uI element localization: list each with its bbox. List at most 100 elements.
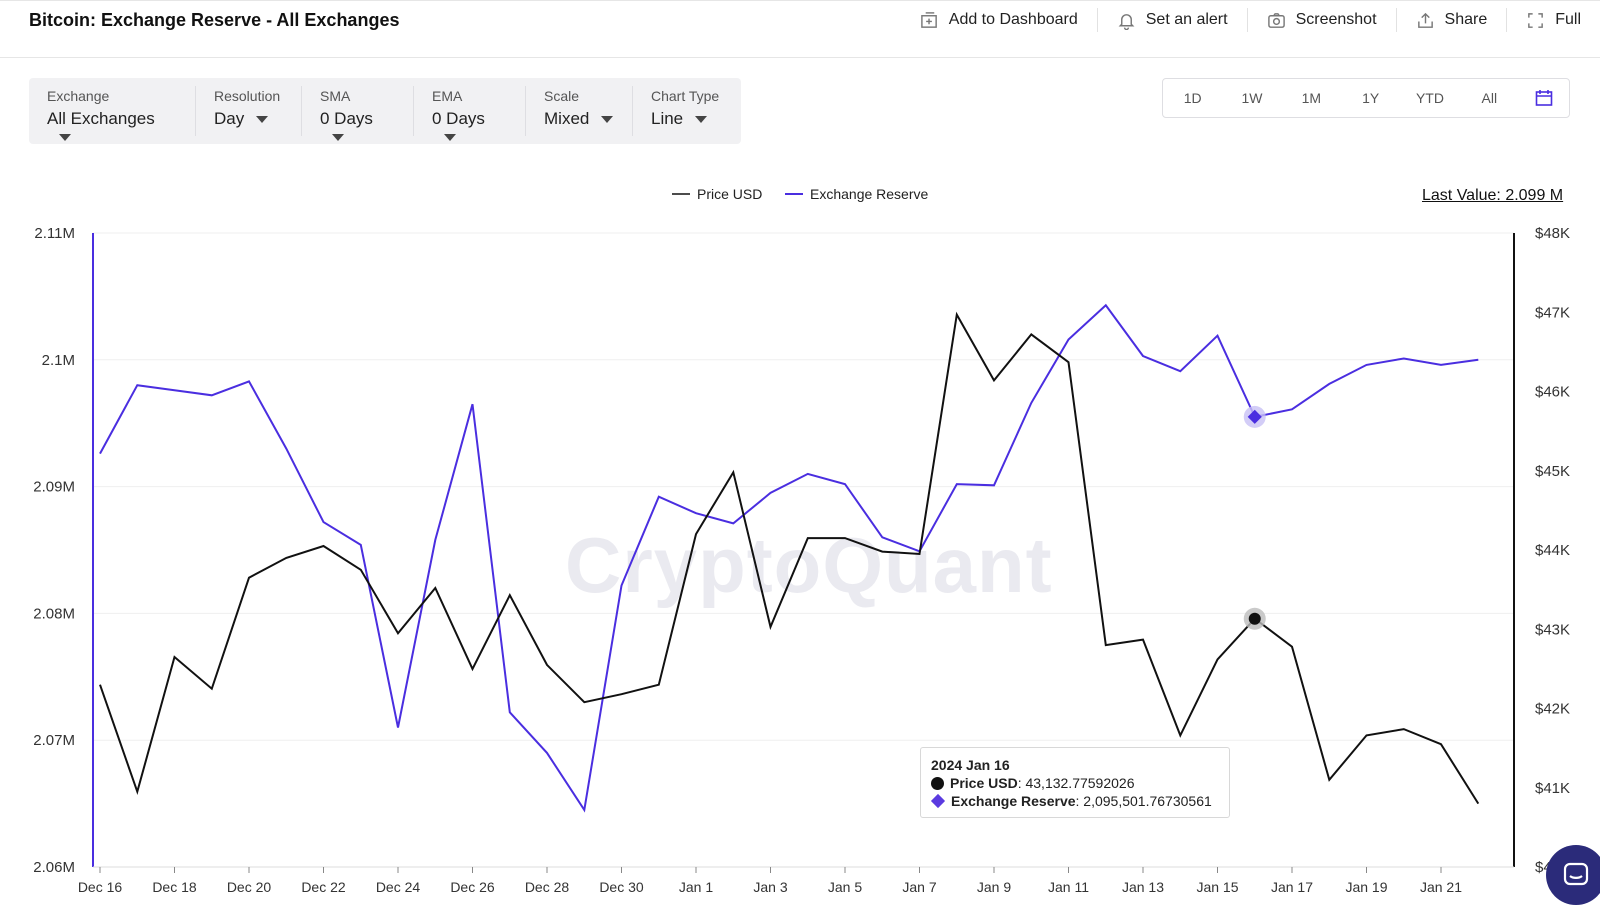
header-actions: Add to Dashboard Set an alert Screenshot… bbox=[901, 1, 1600, 39]
x-tick-label: Dec 26 bbox=[450, 879, 495, 895]
exchange-label: Exchange bbox=[47, 88, 110, 104]
tooltip-price-key: Price USD bbox=[950, 775, 1018, 791]
chevron-down-icon bbox=[332, 134, 344, 142]
watermark-logo: CryptoQuant bbox=[565, 521, 1053, 609]
resolution-select[interactable]: Resolution Day bbox=[196, 86, 302, 136]
x-tick-label: Jan 15 bbox=[1196, 879, 1238, 895]
resolution-value: Day bbox=[214, 109, 245, 128]
x-tick-label: Jan 17 bbox=[1271, 879, 1313, 895]
camera-icon bbox=[1267, 12, 1285, 28]
tooltip-reserve-key: Exchange Reserve bbox=[951, 793, 1076, 809]
x-tick-label: Dec 28 bbox=[525, 879, 570, 895]
last-value-link[interactable]: Last Value: 2.099 M bbox=[1422, 187, 1564, 204]
y-right-tick-label: $48K bbox=[1535, 225, 1570, 242]
price-marker-icon bbox=[931, 776, 944, 790]
chevron-down-icon bbox=[601, 116, 614, 124]
calendar-button[interactable] bbox=[1519, 89, 1569, 107]
page-title: Bitcoin: Exchange Reserve - All Exchange… bbox=[29, 10, 400, 30]
fullscreen-label: Full bbox=[1555, 11, 1581, 28]
resolution-label: Resolution bbox=[214, 88, 281, 104]
y-right-tick-label: $47K bbox=[1535, 304, 1570, 321]
chevron-down-icon bbox=[444, 134, 456, 142]
x-tick-label: Jan 7 bbox=[902, 879, 936, 895]
chart-controls: Exchange All Exchanges Resolution Day SM… bbox=[29, 78, 741, 144]
x-tick-label: Dec 20 bbox=[227, 879, 272, 895]
y-left-tick-label: 2.06M bbox=[33, 859, 75, 876]
x-tick-label: Dec 22 bbox=[301, 879, 346, 895]
range-1w-button[interactable]: 1W bbox=[1241, 90, 1263, 106]
exchange-select[interactable]: Exchange All Exchanges bbox=[29, 86, 196, 142]
scale-label: Scale bbox=[544, 88, 580, 104]
x-tick-label: Dec 24 bbox=[376, 879, 421, 895]
support-chat-button[interactable] bbox=[1546, 845, 1600, 905]
add-dashboard-icon bbox=[920, 11, 937, 28]
tooltip-reserve-row: Exchange Reserve : 2,095,501.76730561 bbox=[930, 792, 1219, 810]
y-left-tick-label: 2.1M bbox=[42, 352, 75, 369]
x-tick-label: Jan 11 bbox=[1048, 879, 1089, 895]
chevron-down-icon bbox=[256, 116, 269, 124]
scale-select[interactable]: Scale Mixed bbox=[526, 86, 633, 136]
x-tick-label: Jan 9 bbox=[977, 879, 1011, 895]
y-right-tick-label: $43K bbox=[1535, 621, 1570, 638]
line-chart: 2.06M2.07M2.08M2.09M2.1M2.11M$4$41K$42K$… bbox=[33, 186, 1570, 895]
fullscreen-icon bbox=[1528, 12, 1544, 28]
fullscreen-button[interactable]: Full bbox=[1506, 8, 1600, 32]
bell-icon bbox=[1118, 13, 1135, 30]
x-tick-label: Dec 30 bbox=[599, 879, 644, 895]
x-tick-label: Jan 1 bbox=[679, 879, 713, 895]
range-1d-button[interactable]: 1D bbox=[1183, 90, 1202, 106]
range-1y-button[interactable]: 1Y bbox=[1362, 90, 1380, 106]
sma-value: 0 Days bbox=[320, 109, 373, 128]
y-right-tick-label: $44K bbox=[1535, 542, 1570, 559]
reserve-hover-point bbox=[1247, 409, 1262, 424]
x-tick-label: Jan 3 bbox=[753, 879, 787, 895]
y-right-tick-label: $45K bbox=[1535, 463, 1570, 480]
chevron-down-icon bbox=[695, 116, 708, 124]
y-left-tick-label: 2.08M bbox=[33, 605, 75, 622]
chart-type-value: Line bbox=[651, 109, 684, 128]
chevron-down-icon bbox=[59, 134, 71, 142]
x-tick-label: Jan 19 bbox=[1345, 879, 1387, 895]
legend-price-label: Price USD bbox=[697, 186, 762, 202]
exchange-reserve-line bbox=[99, 303, 1479, 813]
tooltip-date: 2024 Jan 16 bbox=[931, 757, 1010, 773]
sma-label: SMA bbox=[320, 88, 351, 104]
y-left-tick-label: 2.09M bbox=[33, 479, 75, 496]
set-alert-label: Set an alert bbox=[1145, 11, 1228, 28]
share-button[interactable]: Share bbox=[1395, 8, 1507, 32]
chart-tooltip: 2024 Jan 16 Price USD : 43,132.77592026 … bbox=[920, 747, 1230, 818]
sma-select[interactable]: SMA 0 Days bbox=[302, 86, 414, 142]
share-icon bbox=[1417, 12, 1433, 28]
set-alert-button[interactable]: Set an alert bbox=[1096, 8, 1247, 32]
range-1m-button[interactable]: 1M bbox=[1301, 90, 1322, 106]
x-tick-label: Dec 16 bbox=[78, 879, 123, 895]
chart-type-select[interactable]: Chart Type Line bbox=[633, 86, 741, 136]
range-ytd-button[interactable]: YTD bbox=[1415, 90, 1444, 106]
price-usd-line bbox=[99, 311, 1480, 805]
price-hover-point bbox=[1248, 612, 1261, 625]
screenshot-button[interactable]: Screenshot bbox=[1246, 8, 1396, 32]
calendar-icon bbox=[1535, 90, 1553, 106]
time-range-selector: 1D 1W 1M 1Y YTD All bbox=[1162, 78, 1570, 118]
range-all-button[interactable]: All bbox=[1481, 90, 1498, 106]
y-right-tick-label: $41K bbox=[1535, 780, 1570, 797]
chart-type-label: Chart Type bbox=[651, 88, 720, 104]
tooltip-price-row: Price USD : 43,132.77592026 bbox=[931, 774, 1219, 792]
x-tick-label: Dec 18 bbox=[152, 879, 197, 895]
y-right-tick-label: $42K bbox=[1535, 701, 1570, 718]
share-label: Share bbox=[1444, 11, 1488, 28]
add-to-dashboard-button[interactable]: Add to Dashboard bbox=[901, 8, 1097, 32]
ema-select[interactable]: EMA 0 Days bbox=[414, 86, 526, 142]
x-tick-label: Jan 13 bbox=[1122, 879, 1164, 895]
tooltip-price-value: : 43,132.77592026 bbox=[1017, 775, 1135, 791]
header-bar: Bitcoin: Exchange Reserve - All Exchange… bbox=[0, 0, 1600, 58]
y-left-tick-label: 2.07M bbox=[33, 732, 75, 749]
add-to-dashboard-label: Add to Dashboard bbox=[948, 11, 1078, 28]
scale-value: Mixed bbox=[544, 109, 590, 128]
exchange-value: All Exchanges bbox=[47, 109, 155, 128]
x-tick-label: Jan 21 bbox=[1420, 879, 1462, 895]
y-right-tick-label: $46K bbox=[1535, 384, 1570, 401]
tooltip-reserve-value: : 2,095,501.76730561 bbox=[1075, 793, 1212, 809]
legend-reserve-label: Exchange Reserve bbox=[810, 186, 929, 202]
chat-icon bbox=[1563, 862, 1589, 886]
